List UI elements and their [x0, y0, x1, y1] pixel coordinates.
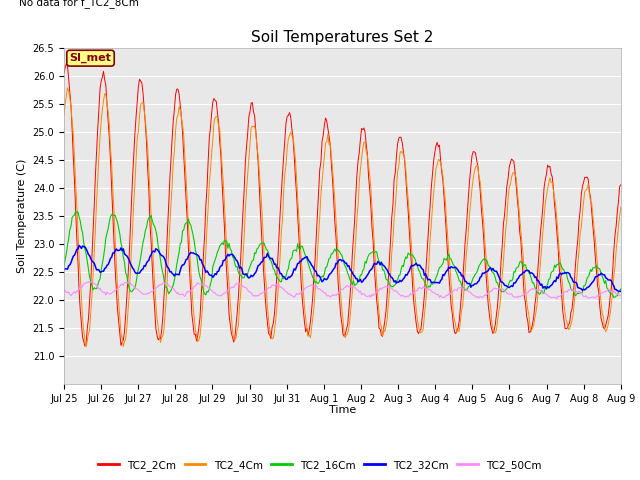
TC2_4Cm	[374, 295, 381, 300]
Line: TC2_4Cm: TC2_4Cm	[64, 88, 621, 347]
TC2_32Cm	[296, 258, 304, 264]
TC2_2Cm	[374, 308, 381, 314]
X-axis label: Time: Time	[329, 405, 356, 415]
TC2_50Cm	[373, 289, 381, 295]
Legend: TC2_2Cm, TC2_4Cm, TC2_16Cm, TC2_32Cm, TC2_50Cm: TC2_2Cm, TC2_4Cm, TC2_16Cm, TC2_32Cm, TC…	[94, 456, 546, 475]
Line: TC2_16Cm: TC2_16Cm	[64, 211, 621, 298]
TC2_50Cm	[60, 288, 68, 294]
TC2_32Cm	[617, 288, 625, 294]
Line: TC2_2Cm: TC2_2Cm	[64, 64, 621, 346]
TC2_4Cm	[401, 156, 408, 161]
TC2_16Cm	[610, 295, 618, 300]
TC2_32Cm	[76, 242, 83, 248]
TC2_50Cm	[553, 296, 561, 301]
Text: No data for f_TC2_8Cm: No data for f_TC2_8Cm	[19, 0, 140, 8]
TC2_2Cm	[60, 71, 68, 76]
TC2_32Cm	[567, 275, 575, 280]
TC2_4Cm	[236, 303, 243, 309]
TC2_4Cm	[568, 318, 576, 324]
TC2_16Cm	[60, 264, 68, 270]
TC2_4Cm	[83, 344, 90, 350]
TC2_50Cm	[568, 287, 576, 292]
TC2_50Cm	[470, 293, 478, 299]
Text: SI_met: SI_met	[70, 53, 111, 63]
TC2_4Cm	[298, 255, 305, 261]
TC2_32Cm	[470, 281, 478, 287]
TC2_16Cm	[567, 286, 575, 291]
TC2_2Cm	[568, 306, 576, 312]
TC2_4Cm	[63, 85, 71, 91]
TC2_16Cm	[470, 273, 478, 279]
TC2_50Cm	[617, 293, 625, 299]
TC2_16Cm	[373, 249, 381, 254]
TC2_16Cm	[399, 264, 407, 269]
Line: TC2_32Cm: TC2_32Cm	[64, 245, 621, 291]
TC2_2Cm	[401, 157, 408, 163]
TC2_32Cm	[60, 267, 68, 273]
TC2_32Cm	[399, 276, 407, 282]
TC2_2Cm	[472, 150, 479, 156]
TC2_50Cm	[399, 293, 407, 299]
TC2_32Cm	[234, 261, 242, 267]
TC2_4Cm	[60, 112, 68, 118]
Y-axis label: Soil Temperature (C): Soil Temperature (C)	[17, 159, 27, 273]
TC2_32Cm	[373, 261, 381, 267]
TC2_50Cm	[234, 281, 242, 287]
TC2_16Cm	[72, 208, 79, 214]
TC2_2Cm	[63, 61, 70, 67]
TC2_2Cm	[298, 280, 305, 286]
Title: Soil Temperatures Set 2: Soil Temperatures Set 2	[252, 30, 433, 46]
TC2_50Cm	[296, 290, 304, 296]
TC2_16Cm	[617, 286, 625, 292]
TC2_4Cm	[617, 204, 625, 210]
TC2_2Cm	[81, 343, 89, 349]
Line: TC2_50Cm: TC2_50Cm	[64, 282, 621, 299]
TC2_2Cm	[236, 275, 243, 280]
TC2_2Cm	[617, 182, 625, 188]
TC2_16Cm	[296, 246, 304, 252]
TC2_4Cm	[472, 164, 479, 169]
TC2_16Cm	[234, 270, 242, 276]
TC2_50Cm	[86, 279, 93, 285]
